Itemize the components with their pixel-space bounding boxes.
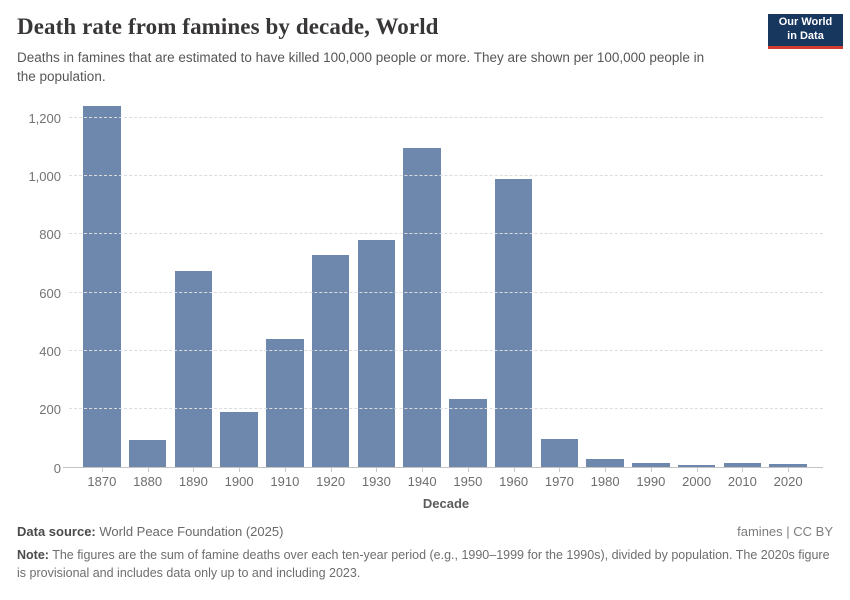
x-tick-label-1970: 1970	[537, 467, 583, 489]
footnote-value: The figures are the sum of famine deaths…	[17, 548, 830, 581]
x-tick-label-2010: 2010	[720, 467, 766, 489]
bar-1870[interactable]	[83, 106, 121, 468]
y-tick-label-600: 600	[39, 285, 61, 301]
gridline-200	[69, 408, 823, 410]
x-tick-label-1920: 1920	[308, 467, 354, 489]
bar-slot-1910	[262, 104, 308, 468]
bar-slot-1900	[216, 104, 262, 468]
x-tick-label-1980: 1980	[582, 467, 628, 489]
gridline-1000	[69, 175, 823, 177]
bar-slot-1880	[125, 104, 171, 468]
bar-1990[interactable]	[632, 462, 670, 468]
bars-container	[69, 104, 823, 468]
bar-slot-1930	[354, 104, 400, 468]
bar-slot-1990	[628, 104, 674, 468]
bar-1900[interactable]	[220, 412, 258, 468]
bar-slot-1870	[79, 104, 125, 468]
x-tick-label-1950: 1950	[445, 467, 491, 489]
y-tick-label-200: 200	[39, 402, 61, 418]
x-tick-label-1870: 1870	[79, 467, 125, 489]
data-source-label: Data source:	[17, 524, 96, 539]
owid-logo-line1: Our World	[778, 16, 833, 29]
footnote: Note: The figures are the sum of famine …	[17, 546, 833, 582]
chart-area: 0 200 400 600 800 1,000 1,200 1870 1880 1890 1900…	[17, 104, 833, 511]
x-tick-label-2000: 2000	[674, 467, 720, 489]
gridline-1200	[69, 116, 823, 118]
bar-1920[interactable]	[311, 254, 350, 468]
bar-slot-1950	[445, 104, 491, 468]
x-tick-label-2020: 2020	[765, 467, 811, 489]
bar-slot-1940	[399, 104, 445, 468]
bar-1970[interactable]	[540, 438, 579, 468]
y-tick-label-1000: 1,000	[28, 169, 61, 185]
x-tick-label-1940: 1940	[399, 467, 445, 489]
x-tick-label-1900: 1900	[216, 467, 262, 489]
x-tick-label-1910: 1910	[262, 467, 308, 489]
bar-1930[interactable]	[357, 240, 396, 468]
x-tick-label-1960: 1960	[491, 467, 537, 489]
x-tick-label-1990: 1990	[628, 467, 674, 489]
y-tick-label-0: 0	[53, 460, 61, 476]
y-tick-label-1200: 1,200	[28, 110, 61, 126]
bar-1880[interactable]	[128, 440, 167, 468]
bar-2010[interactable]	[723, 463, 762, 468]
bar-1950[interactable]	[449, 399, 487, 468]
x-tick-label-1880: 1880	[125, 467, 171, 489]
bar-slot-1980	[582, 104, 628, 468]
bar-1960[interactable]	[494, 179, 533, 468]
x-tick-label-1890: 1890	[171, 467, 217, 489]
gridline-600	[69, 291, 823, 293]
bar-1980[interactable]	[586, 459, 624, 468]
y-tick-label-800: 800	[39, 227, 61, 243]
gridline-400	[69, 350, 823, 352]
bar-2020[interactable]	[769, 464, 807, 468]
footer: Data source: World Peace Foundation (202…	[17, 524, 833, 582]
data-source: Data source: World Peace Foundation (202…	[17, 524, 283, 539]
data-source-value: World Peace Foundation (2025)	[95, 524, 284, 539]
bar-slot-2010	[720, 104, 766, 468]
bar-1910[interactable]	[266, 339, 304, 468]
chart-title: Death rate from famines by decade, World	[17, 14, 439, 39]
plot-area: 0 200 400 600 800 1,000 1,200	[28, 104, 823, 476]
gridline-800	[69, 233, 823, 235]
bar-slot-1890	[171, 104, 217, 468]
bar-1940[interactable]	[403, 148, 441, 468]
bar-slot-1920	[308, 104, 354, 468]
bar-slot-2000	[674, 104, 720, 468]
bar-slot-1970	[537, 104, 583, 468]
bar-2000[interactable]	[677, 465, 716, 468]
footnote-label: Note:	[17, 548, 49, 562]
x-axis-labels: 1870 1880 1890 1900 1910 1920 1930 1940 1950 1960…	[69, 467, 823, 489]
x-axis-line	[63, 466, 823, 468]
owid-logo-line2: in Data	[787, 30, 824, 42]
bar-slot-1960	[491, 104, 537, 468]
bar-slot-2020	[765, 104, 811, 468]
owid-logo[interactable]: Our World in Data	[768, 14, 843, 49]
chart-subtitle: Deaths in famines that are estimated to …	[17, 50, 705, 84]
x-axis-title: Decade	[422, 495, 470, 511]
license-links[interactable]: famines | CC BY	[737, 524, 833, 539]
x-tick-label-1930: 1930	[354, 467, 400, 489]
y-tick-label-400: 400	[39, 344, 61, 360]
bar-1890[interactable]	[174, 270, 213, 468]
